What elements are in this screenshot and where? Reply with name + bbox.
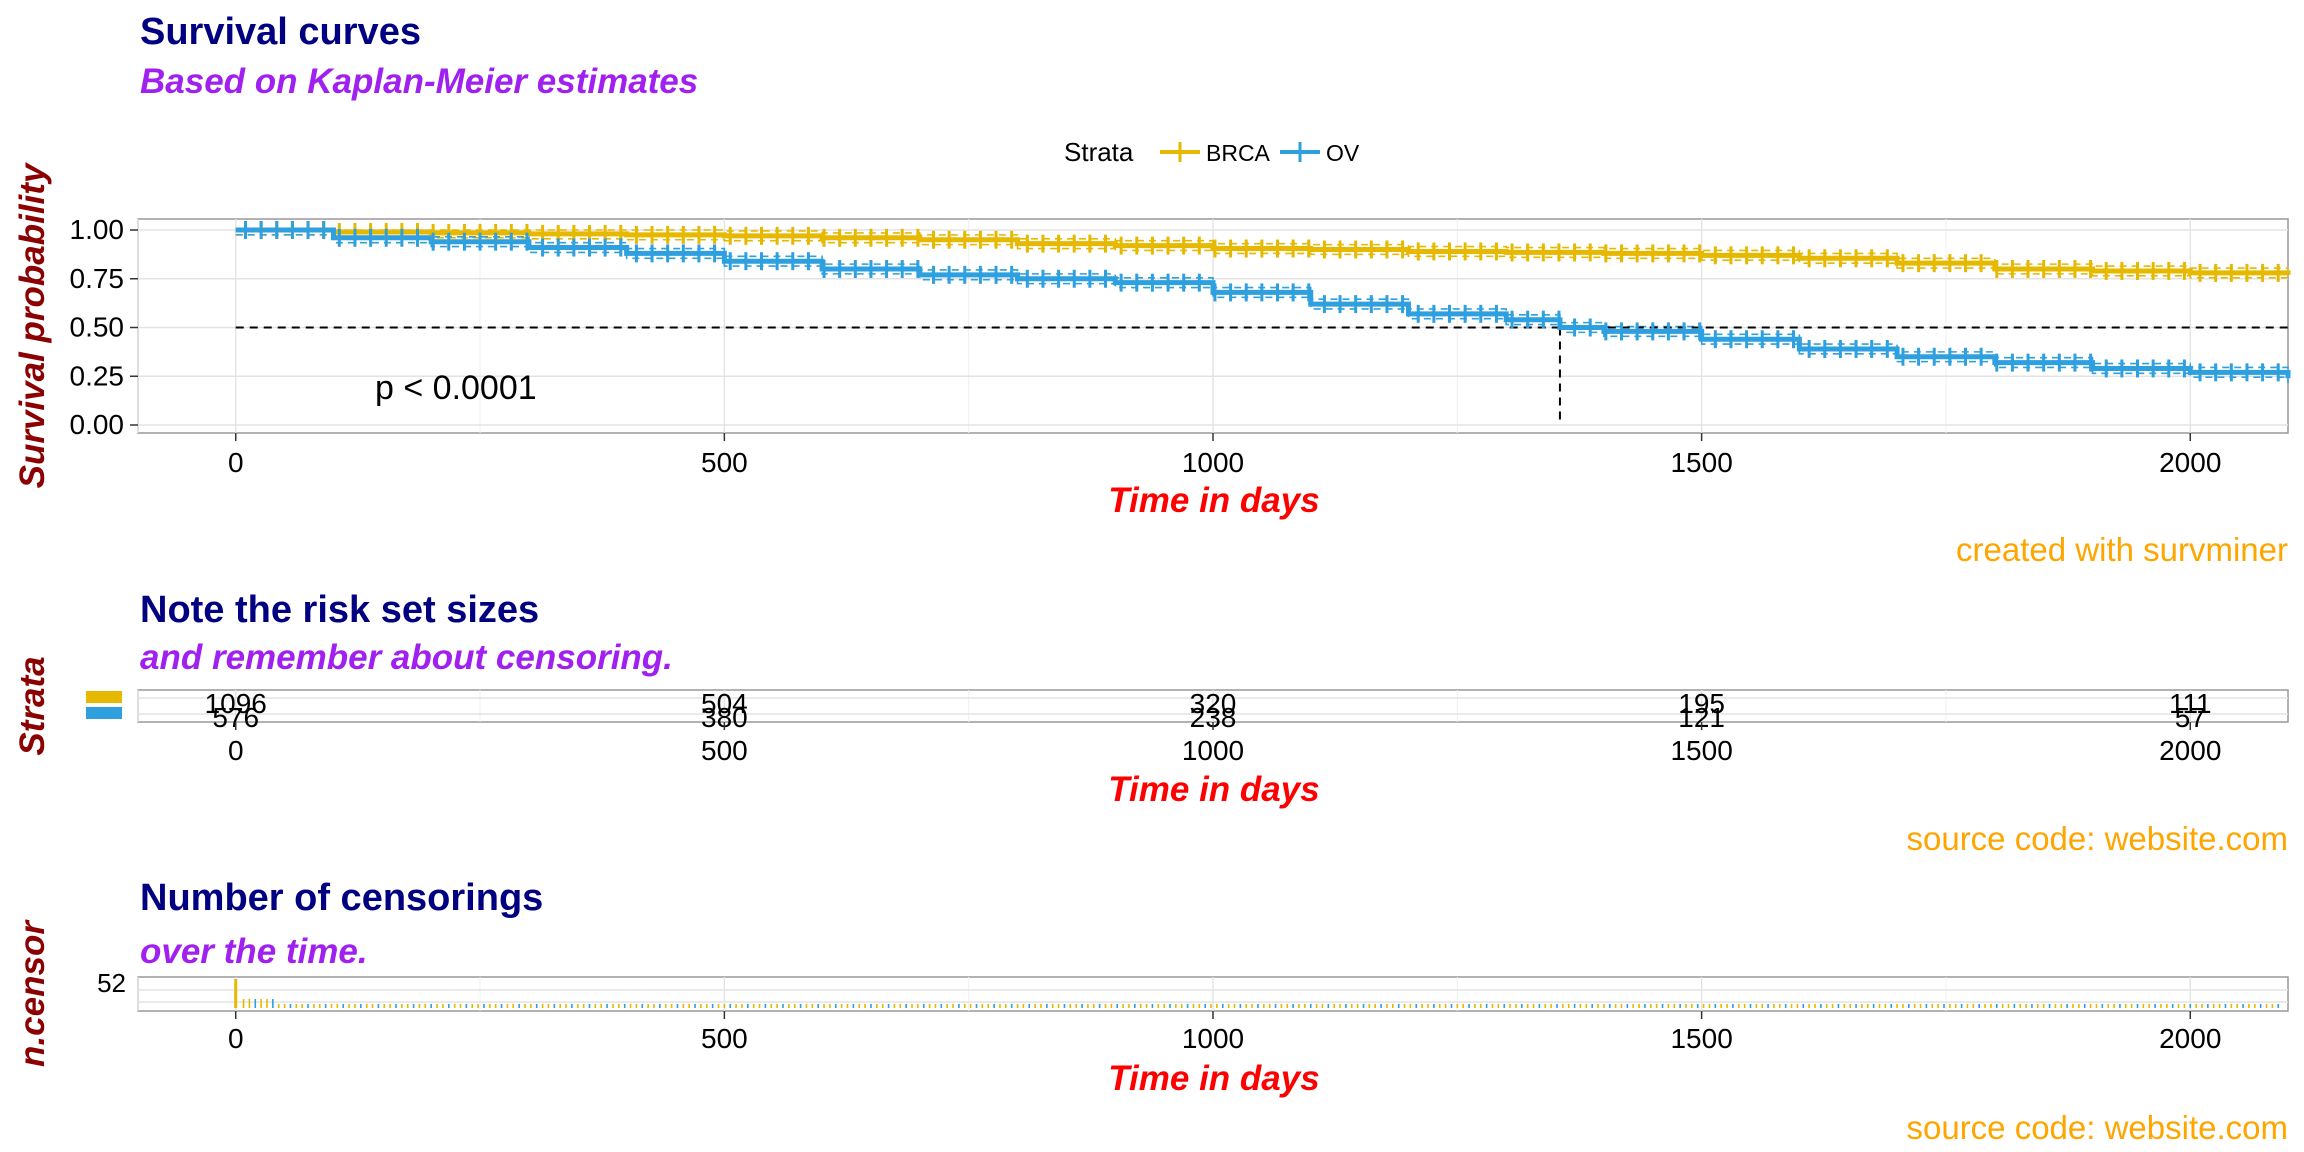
risk-count-brca: 111 xyxy=(2169,688,2212,719)
y-tick-label: 0.75 xyxy=(70,263,125,294)
x-tick-label: 1000 xyxy=(1182,447,1244,478)
censor-panel: Number of censorings over the time. 52 0… xyxy=(13,877,2289,1146)
survival-x-ticks: 0 500 1000 1500 2000 xyxy=(228,433,2221,478)
strata-key-brca xyxy=(86,691,122,703)
y-tick-label: 0.25 xyxy=(70,360,125,391)
x-tick-label: 2000 xyxy=(2159,447,2221,478)
y-tick-label: 1.00 xyxy=(70,214,125,245)
survival-caption: created with survminer xyxy=(1956,531,2288,568)
risk-table-x-ticks: 0 500 1000 1500 2000 xyxy=(228,722,2221,766)
survival-panel: Survival curves Based on Kaplan-Meier es… xyxy=(13,11,2291,568)
x-tick-label: 500 xyxy=(701,447,748,478)
risk-table-gridlines xyxy=(137,690,2288,722)
y-tick-label: 0.00 xyxy=(70,409,125,440)
legend-label-brca: BRCA xyxy=(1206,140,1271,166)
strata-key-ov xyxy=(86,707,122,719)
survival-y-axis-title: Survival probability xyxy=(13,162,52,488)
x-tick-label: 1000 xyxy=(1182,1023,1244,1054)
risk-table-title: Note the risk set sizes xyxy=(140,589,539,631)
survival-title: Survival curves xyxy=(140,11,421,53)
risk-count-brca: 320 xyxy=(1190,688,1237,719)
survival-subtitle: Based on Kaplan-Meier estimates xyxy=(140,62,698,101)
legend-title: Strata xyxy=(1064,137,1134,167)
x-tick-label: 0 xyxy=(228,735,244,766)
x-tick-label: 2000 xyxy=(2159,735,2221,766)
censor-y-axis-title: n.censor xyxy=(13,919,52,1067)
survival-x-axis-title: Time in days xyxy=(1108,481,1319,520)
x-tick-label: 1500 xyxy=(1670,735,1732,766)
p-value-label: p < 0.0001 xyxy=(375,369,537,407)
censor-bars xyxy=(234,979,2280,1008)
legend: Strata BRCA OV xyxy=(1064,137,1360,167)
x-tick-label: 1500 xyxy=(1670,447,1732,478)
censor-x-axis-title: Time in days xyxy=(1108,1059,1319,1098)
survival-lines xyxy=(235,227,2291,379)
censor-caption: source code: website.com xyxy=(1906,1109,2288,1146)
risk-count-brca: 1096 xyxy=(205,688,267,719)
survival-line-brca xyxy=(235,227,2291,276)
censor-y-tick-label: 52 xyxy=(97,968,126,998)
risk-table-x-axis-title: Time in days xyxy=(1108,770,1319,809)
y-tick-label: 0.50 xyxy=(70,312,125,343)
x-tick-label: 2000 xyxy=(2159,1023,2221,1054)
risk-table-caption: source code: website.com xyxy=(1906,820,2288,857)
risk-table-panel: Note the risk set sizes and remember abo… xyxy=(13,589,2289,857)
censor-title: Number of censorings xyxy=(140,877,543,919)
risk-count-brca: 195 xyxy=(1678,688,1725,719)
survival-y-ticks: 0.00 0.25 0.50 0.75 1.00 xyxy=(70,214,138,440)
risk-count-brca: 504 xyxy=(701,688,748,719)
x-tick-label: 500 xyxy=(701,1023,748,1054)
x-tick-label: 1000 xyxy=(1182,735,1244,766)
risk-table-y-axis-title: Strata xyxy=(13,656,52,755)
censor-subtitle: over the time. xyxy=(140,932,368,971)
survival-line-ov xyxy=(235,227,2291,379)
x-tick-label: 1500 xyxy=(1670,1023,1732,1054)
legend-label-ov: OV xyxy=(1326,140,1360,166)
risk-table-subtitle: and remember about censoring. xyxy=(140,638,673,677)
x-tick-label: 500 xyxy=(701,735,748,766)
x-tick-label: 0 xyxy=(228,447,244,478)
censor-x-ticks: 0 500 1000 1500 2000 xyxy=(228,1011,2221,1054)
legend-item-ov: OV xyxy=(1280,140,1360,166)
censor-marks xyxy=(244,221,2280,382)
median-survival-lines xyxy=(235,326,2288,425)
x-tick-label: 0 xyxy=(228,1023,244,1054)
legend-item-brca: BRCA xyxy=(1160,140,1271,166)
